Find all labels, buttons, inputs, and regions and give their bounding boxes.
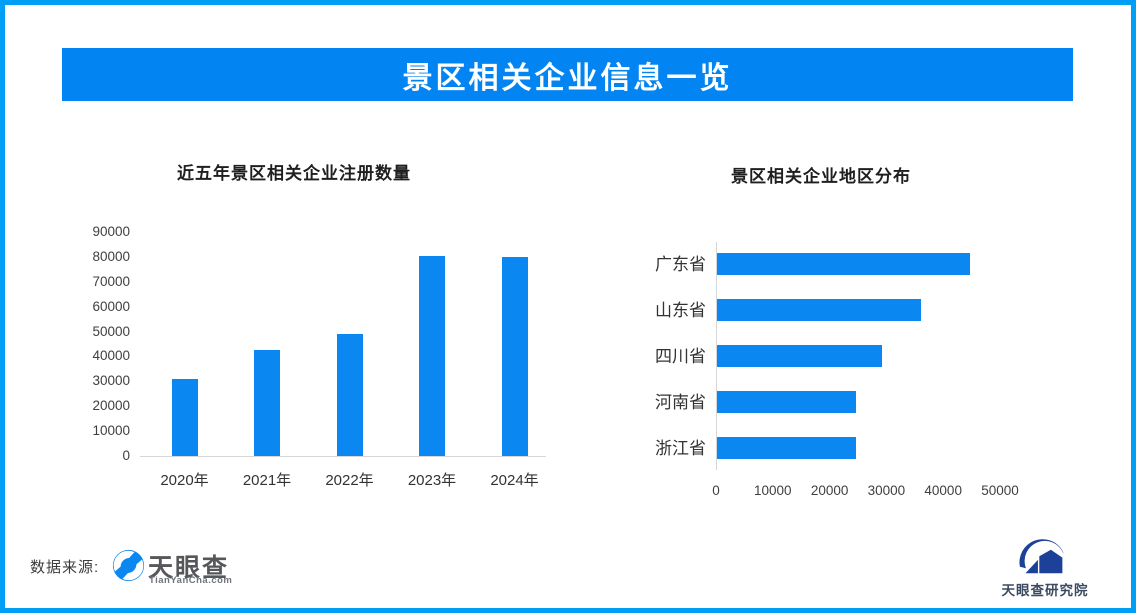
bar-广东省 [717, 253, 970, 275]
y-axis-category-label: 河南省 [655, 393, 706, 412]
y-axis-tick-label: 80000 [92, 248, 130, 264]
bar-2024年 [501, 256, 528, 456]
y-axis-line [716, 242, 717, 470]
y-axis-category-label: 四川省 [655, 347, 706, 366]
data-source-label: 数据来源: [30, 559, 100, 576]
bar-浙江省 [717, 437, 857, 459]
research-institute-label: 天眼查研究院 [1001, 583, 1089, 598]
x-axis-category-label: 2022年 [325, 472, 374, 489]
y-axis-tick-label: 10000 [92, 423, 130, 439]
right-chart-title: 景区相关企业地区分布 [731, 167, 911, 186]
bar-山东省 [717, 299, 922, 321]
bar-2021年 [254, 350, 280, 456]
y-axis-tick-label: 30000 [92, 373, 130, 389]
y-axis-category-label: 广东省 [655, 255, 706, 274]
x-axis-tick-label: 40000 [924, 483, 962, 498]
bar-2023年 [419, 255, 445, 456]
x-axis-tick-label: 20000 [810, 483, 849, 498]
bar-河南省 [717, 391, 857, 413]
y-axis-tick-label: 90000 [92, 224, 130, 239]
y-axis-tick-label: 60000 [92, 298, 130, 314]
x-axis-tick-label: 0 [712, 483, 720, 498]
y-axis-tick-label: 20000 [92, 398, 130, 414]
bar-chart-regions: 广东省山东省四川省河南省浙江省 0 10000 20000 30000 40000 5000… [630, 236, 1130, 500]
y-axis-category-label: 山东省 [655, 301, 706, 320]
y-axis-tick-label: 0 [122, 448, 130, 463]
column-chart-registrations: 0 10000 20000 30000 40000 50000 60000 70000 8000… [88, 224, 588, 500]
y-axis-tick-label: 70000 [92, 273, 130, 289]
tianyancha-logo-url-text: TianYanCha.com [149, 575, 233, 586]
x-axis-tick-label: 50000 [981, 483, 1019, 498]
x-axis-category-label: 2023年 [407, 472, 457, 489]
y-axis-tick-label: 40000 [92, 348, 130, 364]
x-axis-category-label: 2021年 [242, 472, 292, 489]
x-axis-tick-label: 30000 [867, 483, 906, 498]
tianyancha-logo-text: 天眼查 [148, 554, 230, 582]
x-axis-tick-label: 10000 [754, 483, 792, 498]
tianyancha-logo-icon [112, 549, 145, 582]
left-chart-title: 近五年景区相关企业注册数量 [177, 164, 411, 183]
y-axis-tick-label: 50000 [92, 323, 130, 339]
bar-2020年 [171, 378, 198, 456]
y-axis-category-label: 浙江省 [655, 439, 706, 458]
x-axis-category-label: 2024年 [490, 472, 539, 489]
research-institute-logo-icon [1019, 539, 1064, 574]
page-title: 景区相关企业信息一览 [402, 61, 733, 95]
header-banner: 景区相关企业信息一览 [62, 48, 1073, 101]
bar-2022年 [336, 334, 363, 456]
bar-四川省 [717, 345, 882, 367]
x-axis-line [140, 456, 546, 457]
x-axis-category-label: 2020年 [160, 472, 209, 489]
